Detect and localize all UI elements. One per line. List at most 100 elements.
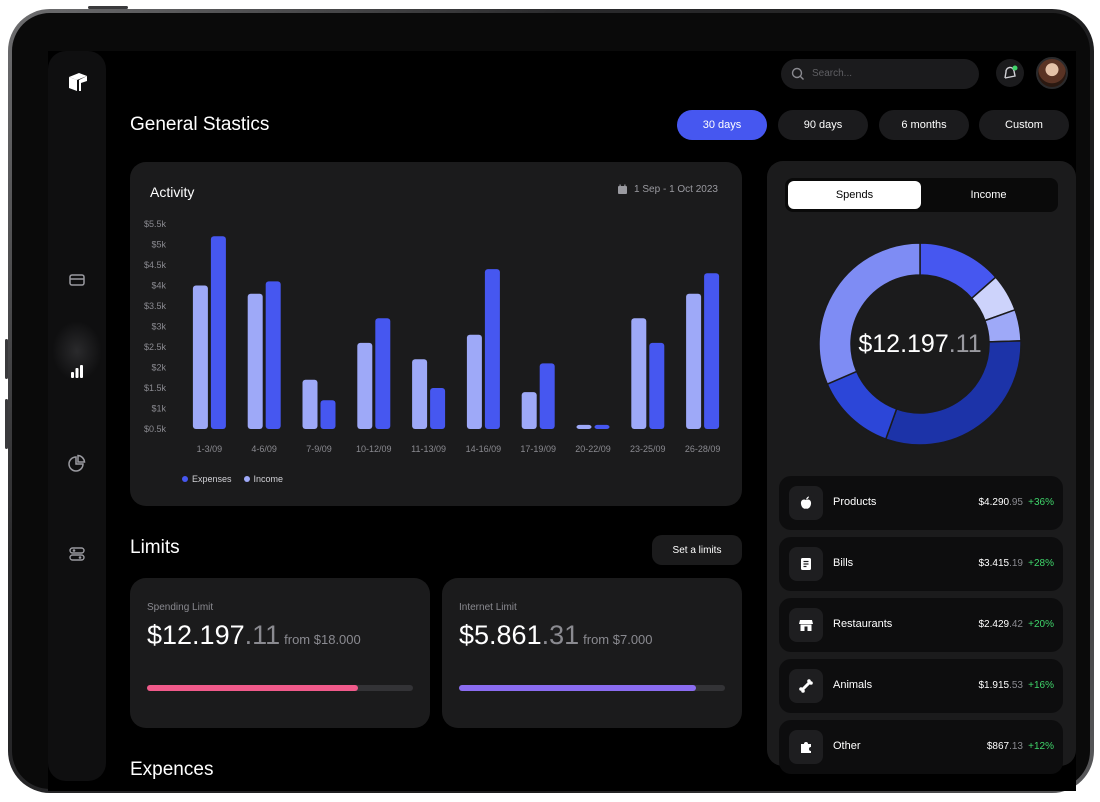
spends-panel: Spends Income $12.197.11 Products $4 <box>767 161 1076 774</box>
category-change: +28% <box>1028 558 1054 569</box>
category-amount: $2.429.42 <box>979 619 1024 630</box>
x-tick-label: 7-9/09 <box>306 444 332 454</box>
bar-income[interactable] <box>412 359 428 429</box>
limit-amount: $12.197.11 from $18.000 <box>147 620 361 651</box>
range-30-days[interactable]: 30 days <box>677 110 767 140</box>
tab-spends[interactable]: Spends <box>788 181 921 209</box>
activity-title: Activity <box>150 184 195 200</box>
pie-chart-icon[interactable] <box>68 454 86 472</box>
range-custom[interactable]: Custom <box>979 110 1069 140</box>
bar-expenses[interactable] <box>430 388 446 429</box>
donut-slice[interactable] <box>818 242 921 386</box>
spending-limit-card[interactable]: Spending Limit $12.197.11 from $18.000 <box>130 578 430 728</box>
y-tick-label: $3k <box>151 322 166 332</box>
calendar-icon <box>618 184 628 194</box>
category-restaurants[interactable]: Restaurants $2.429.42 +20% <box>779 598 1063 652</box>
bar-income[interactable] <box>466 334 482 429</box>
dashboard-screen: General Stastics Search... 30 days 90 da… <box>48 51 1076 791</box>
bar-expenses[interactable] <box>594 424 610 429</box>
bar-income[interactable] <box>631 318 647 429</box>
search-icon <box>791 67 804 80</box>
activity-bar-chart: $0.5k $1k $1.5k $2k $2.5k $3k $3.5k $4k $4.5k $5k… <box>144 219 721 454</box>
y-tick-label: $5k <box>151 240 166 250</box>
x-tick-label: 4-6/09 <box>251 444 277 454</box>
spends-total-cents: .11 <box>948 329 982 358</box>
date-range[interactable]: 1 Sep - 1 Oct 2023 <box>617 184 718 195</box>
y-tick-label: $3.5k <box>144 301 167 311</box>
category-amount-main: $3.415 <box>978 558 1010 569</box>
side-button <box>5 339 8 379</box>
avatar[interactable] <box>1036 57 1068 89</box>
notification-button[interactable] <box>996 59 1024 87</box>
x-tick-label: 26-28/09 <box>685 444 721 454</box>
tablet-frame: General Stastics Search... 30 days 90 da… <box>5 6 1094 793</box>
category-change: +16% <box>1028 680 1054 691</box>
x-tick-label: 17-19/09 <box>520 444 556 454</box>
category-other[interactable]: Other $867.13 +12% <box>779 720 1063 774</box>
legend-dot-income <box>243 476 250 482</box>
bar-expenses[interactable] <box>375 318 391 429</box>
range-6-months[interactable]: 6 months <box>879 110 969 140</box>
bar-expenses[interactable] <box>539 363 555 429</box>
bar-income[interactable] <box>247 293 263 429</box>
spends-donut-chart <box>818 242 1022 446</box>
category-icon-box <box>789 547 823 581</box>
bar-income[interactable] <box>357 342 373 429</box>
chart-icon[interactable] <box>68 362 86 380</box>
category-amount: $1.915.53 <box>979 680 1024 691</box>
bar-expenses[interactable] <box>210 236 226 429</box>
category-name: Other <box>833 740 861 752</box>
category-bills[interactable]: Bills $3.415.19 +28% <box>779 537 1063 591</box>
toggle-settings-icon[interactable] <box>68 545 86 563</box>
category-icon-box <box>789 486 823 520</box>
category-change: +12% <box>1028 741 1054 752</box>
bar-income[interactable] <box>302 379 318 429</box>
category-amount-main: $2.429 <box>978 619 1010 630</box>
y-tick-label: $2.5k <box>144 342 167 352</box>
range-90-days[interactable]: 90 days <box>778 110 868 140</box>
bar-expenses[interactable] <box>649 342 665 429</box>
date-range-text: 1 Sep - 1 Oct 2023 <box>634 184 718 195</box>
bar-expenses[interactable] <box>320 400 336 429</box>
category-icon-box <box>789 669 823 703</box>
set-limits-button[interactable]: Set a limits <box>652 535 742 565</box>
category-products[interactable]: Products $4.290.95 +36% <box>779 476 1063 530</box>
category-amount-cents: .13 <box>1009 741 1023 752</box>
category-animals[interactable]: Animals $1.915.53 +16% <box>779 659 1063 713</box>
apple-icon <box>800 496 812 509</box>
limit-amount-cents: .11 <box>244 620 281 650</box>
limit-amount: $5.861.31 from $7.000 <box>459 620 653 651</box>
internet-limit-card[interactable]: Internet Limit $5.861.31 from $7.000 <box>442 578 742 728</box>
bar-income[interactable] <box>686 293 702 429</box>
category-amount-cents: .42 <box>1009 619 1023 630</box>
chart-legend: Expenses Income <box>182 474 283 484</box>
category-change: +20% <box>1028 619 1054 630</box>
spends-total-main: $12.197 <box>858 329 949 358</box>
limits-title: Limits <box>130 537 180 558</box>
legend-dot-expenses <box>182 476 188 482</box>
page-title: General Stastics <box>130 114 270 135</box>
category-amount-cents: .19 <box>1009 558 1023 569</box>
bar-expenses[interactable] <box>265 281 281 429</box>
limit-progress-fill <box>147 685 359 691</box>
bar-income[interactable] <box>521 392 537 429</box>
x-tick-label: 20-22/09 <box>575 444 611 454</box>
category-amount: $867.13 <box>987 741 1023 752</box>
x-tick-label: 11-13/09 <box>411 444 446 454</box>
category-name: Products <box>833 496 877 508</box>
tab-income[interactable]: Income <box>970 189 1007 201</box>
bar-expenses[interactable] <box>704 273 720 429</box>
x-tick-label: 1-3/09 <box>197 444 223 454</box>
activity-card: Activity 1 Sep - 1 Oct 2023 $0.5k $1k $1.5… <box>130 162 742 506</box>
notification-icon <box>1004 65 1018 79</box>
bill-icon <box>801 558 811 570</box>
search-input[interactable]: Search... <box>781 59 979 89</box>
side-button <box>5 399 8 449</box>
bar-income[interactable] <box>576 424 592 429</box>
category-icon-box <box>789 730 823 764</box>
category-amount-main: $4.290 <box>978 497 1010 508</box>
bar-income[interactable] <box>192 285 208 430</box>
bar-expenses[interactable] <box>484 269 500 429</box>
card-icon[interactable] <box>68 271 86 289</box>
store-icon <box>799 620 813 631</box>
